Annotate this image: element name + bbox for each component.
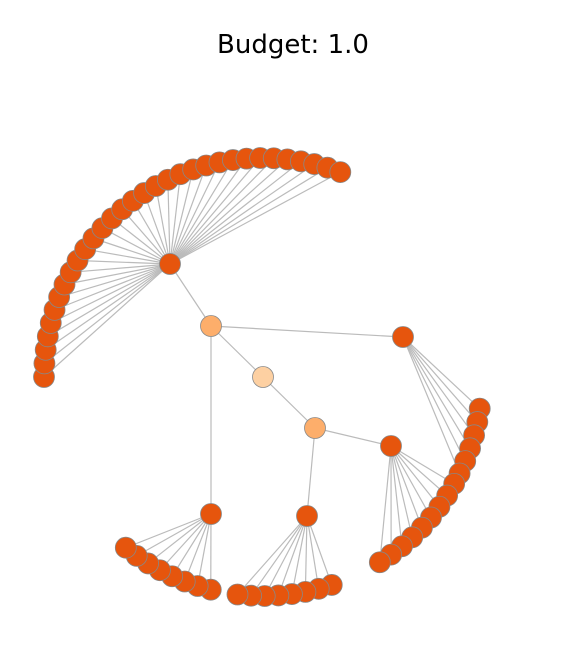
edge-h5-leaf <box>306 515 320 589</box>
edge-h2-leaf <box>402 336 466 462</box>
edge-h3-leaf <box>171 513 212 577</box>
edge-h4-leaf <box>390 445 455 485</box>
edge-h1-leaf <box>45 263 171 351</box>
hub-node <box>159 253 181 275</box>
edge-h1-leaf <box>169 169 194 265</box>
edge-h1-leaf <box>54 263 171 311</box>
nodes-layer <box>33 147 491 607</box>
edge-h1-leaf <box>169 174 181 265</box>
edge-h4-leaf <box>390 445 403 547</box>
edge-h2-leaf <box>402 336 481 410</box>
edge-h1-leaf <box>169 158 247 265</box>
edge-h1-leaf <box>169 165 207 265</box>
edge-h1-leaf <box>121 208 171 265</box>
edge-h1-leaf <box>169 159 234 265</box>
edges-layer <box>43 157 481 597</box>
edge-h1-leaf <box>155 185 171 265</box>
edge-h1-leaf <box>102 227 171 265</box>
edge-a-h2 <box>210 325 404 338</box>
hub-node <box>200 503 222 525</box>
hub-node <box>392 326 414 348</box>
edge-h1-leaf <box>167 179 171 265</box>
edge-h1-leaf <box>43 263 171 378</box>
edge-h1-leaf <box>44 263 171 364</box>
edge-r-b <box>262 376 316 429</box>
root-node <box>252 366 274 388</box>
edge-h2-leaf <box>402 336 478 423</box>
edge-b-h5 <box>306 427 316 517</box>
edge-h1-leaf <box>169 160 302 265</box>
edge-h1-leaf <box>70 263 171 273</box>
edge-h5-leaf <box>304 515 308 592</box>
edge-h1-leaf <box>169 171 341 265</box>
edge-h4-leaf <box>390 445 413 538</box>
leaf-node <box>226 583 249 606</box>
edge-h1-leaf <box>85 248 171 265</box>
edge-h4-leaf <box>390 445 440 508</box>
edge-h2-leaf <box>402 336 475 436</box>
edge-h4-leaf <box>390 445 448 496</box>
edge-h1-leaf <box>169 158 288 265</box>
edge-h5-leaf <box>291 515 308 595</box>
edge-h5-leaf <box>264 515 308 597</box>
edge-h1-leaf <box>93 237 171 265</box>
edge-h2-leaf <box>402 336 471 449</box>
edge-h1-leaf <box>64 263 171 286</box>
edge-b-h4 <box>314 427 392 447</box>
edge-h5-leaf <box>277 515 308 596</box>
tier1-node <box>304 417 326 439</box>
edge-h1-leaf <box>169 162 221 265</box>
edge-h1-leaf <box>169 157 275 265</box>
edge-h1-leaf <box>50 263 171 324</box>
diagram-title: Budget: 1.0 <box>217 30 369 60</box>
edge-h3-leaf <box>136 513 212 557</box>
edge-h3-leaf <box>197 513 212 587</box>
hub-node <box>380 435 402 457</box>
edge-h1-leaf <box>132 200 171 265</box>
tier1-node <box>200 315 222 337</box>
edge-h1-leaf <box>169 157 261 265</box>
edge-h3-leaf <box>159 513 212 571</box>
edge-h1-leaf <box>143 192 171 265</box>
edge-h2-leaf <box>402 336 461 474</box>
edge-h4-leaf <box>379 445 392 563</box>
edge-h3-leaf <box>125 513 212 549</box>
edge-h1-leaf <box>47 263 171 337</box>
edge-h1-leaf <box>169 163 315 265</box>
edge-h5-leaf <box>306 515 333 586</box>
edge-h1-leaf <box>77 259 171 265</box>
edge-h5-leaf <box>250 515 308 597</box>
edge-h1-leaf <box>58 263 171 298</box>
edge-h5-leaf <box>237 515 308 595</box>
edge-r-a <box>210 325 264 378</box>
leaf-node <box>368 551 391 574</box>
edge-h1-leaf <box>169 167 328 265</box>
edge-h4-leaf <box>390 445 423 528</box>
edge-h3-leaf <box>147 513 212 564</box>
leaf-node <box>114 536 137 559</box>
edge-a-h1 <box>169 263 212 327</box>
edge-h4-leaf <box>390 445 432 518</box>
edge-h3-leaf <box>184 513 212 582</box>
leaf-node <box>329 161 352 183</box>
hub-node <box>296 505 318 527</box>
edge-h1-leaf <box>111 217 171 265</box>
